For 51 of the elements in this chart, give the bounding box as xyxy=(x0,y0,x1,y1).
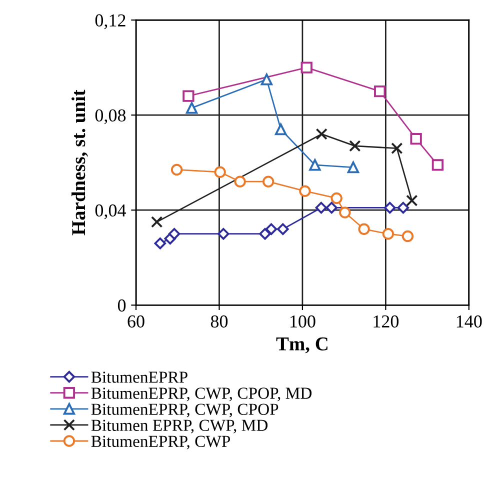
x-tick-label: 140 xyxy=(456,315,482,328)
point xyxy=(391,142,403,154)
point xyxy=(277,223,289,235)
point xyxy=(406,194,418,206)
point xyxy=(170,164,183,176)
y-tick-label: 0,08 xyxy=(95,109,126,124)
y-tick-label: 0,12 xyxy=(95,14,126,30)
point xyxy=(349,140,361,152)
x-tick-label: 80 xyxy=(210,315,228,328)
point xyxy=(326,202,338,214)
point xyxy=(265,223,278,235)
point xyxy=(397,202,410,214)
legend-label: Bitumen EPRP, CWP, MD xyxy=(91,420,268,434)
legend-label: BitumenEPRP, CWP, CPOP xyxy=(91,404,278,418)
point xyxy=(182,90,194,102)
legend-label: BitumenEPRP xyxy=(91,372,188,383)
point xyxy=(262,176,274,188)
point xyxy=(382,228,394,240)
point xyxy=(374,85,386,98)
point xyxy=(234,176,246,188)
point xyxy=(300,62,312,74)
point xyxy=(384,202,396,214)
point xyxy=(259,228,271,240)
point xyxy=(315,202,328,214)
point xyxy=(260,74,273,86)
point xyxy=(218,228,230,240)
point xyxy=(347,162,360,174)
point xyxy=(432,159,444,171)
point xyxy=(299,185,311,197)
x-tick-label: 100 xyxy=(290,315,316,328)
point xyxy=(274,123,287,136)
point xyxy=(214,166,226,178)
x-tick-label: 60 xyxy=(128,315,144,328)
point xyxy=(339,206,351,218)
point xyxy=(410,133,422,145)
legend-label: BitumenEPRP, CWP xyxy=(91,436,230,450)
point xyxy=(168,228,180,240)
point xyxy=(309,159,321,171)
point xyxy=(330,192,342,204)
point xyxy=(358,223,370,235)
point xyxy=(186,102,198,114)
point xyxy=(154,237,166,250)
x-tick-label: 120 xyxy=(374,315,399,328)
y-axis-title: Hardness, st. unit xyxy=(72,90,88,236)
legend-label: BitumenEPRP, CWP, CPOP, MD xyxy=(91,388,312,402)
point xyxy=(316,128,328,140)
y-tick-label: 0 xyxy=(118,299,126,312)
point xyxy=(402,230,414,242)
x-axis-title: Tm, C xyxy=(276,337,328,354)
y-tick-label: 0,04 xyxy=(95,204,126,220)
point xyxy=(150,216,163,228)
